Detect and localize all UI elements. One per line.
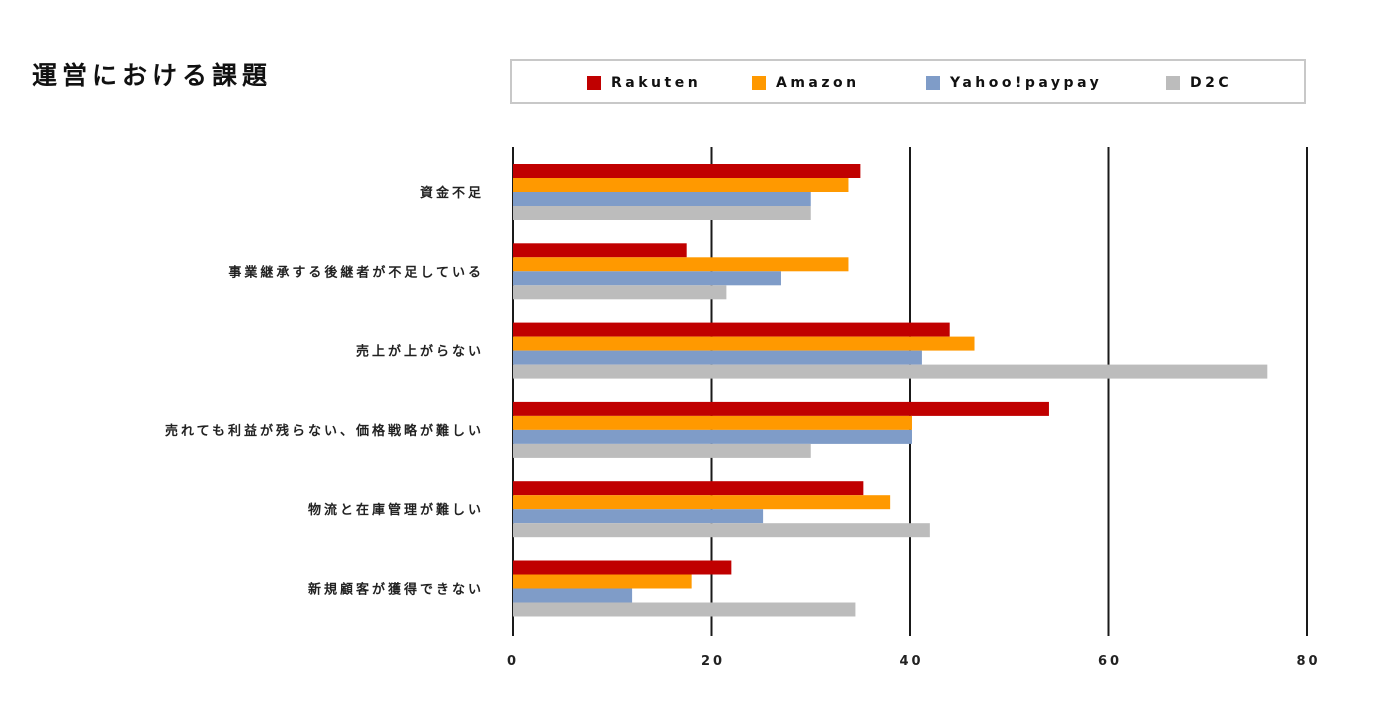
category-label: 売れても利益が残らない、価格戦略が難しい	[165, 423, 484, 439]
bar-d2c-4	[513, 443, 811, 458]
bar-rakuten-6	[513, 560, 732, 575]
category-label: 売上が上がらない	[356, 344, 484, 360]
bar-rakuten-3	[513, 322, 950, 337]
page-title: 運営における課題	[32, 61, 273, 90]
bar-yahoo-paypay-3	[513, 350, 922, 365]
bar-d2c-2	[513, 285, 727, 300]
x-tick-label: 0	[507, 654, 519, 669]
legend-swatch-rakuten	[587, 76, 601, 90]
bar-rakuten-1	[513, 164, 861, 178]
legend-label: Amazon	[776, 75, 860, 91]
x-tick-label: 80	[1296, 654, 1320, 669]
legend-swatch-d2c	[1166, 76, 1180, 90]
bar-d2c-5	[513, 523, 930, 538]
bar-rakuten-2	[513, 243, 687, 258]
legend-swatch-yahoo	[926, 76, 940, 90]
bar-amazon-4	[513, 415, 912, 430]
category-label: 事業継承する後継者が不足している	[228, 264, 484, 280]
bar-amazon-1	[513, 178, 849, 192]
legend-label: D2C	[1190, 75, 1233, 91]
bar-amazon-2	[513, 257, 849, 272]
bar-rakuten-5	[513, 481, 864, 496]
legend-label: Yahoo!paypay	[950, 75, 1103, 91]
legend-item-d2c: D2C	[1166, 75, 1232, 91]
legend-label: Rakuten	[611, 75, 702, 91]
x-axis-ticks: 0 20 40 60 80	[507, 654, 1320, 669]
legend: Rakuten Amazon Yahoo!paypay D2C	[510, 59, 1306, 104]
bar-amazon-3	[513, 336, 975, 351]
legend-item-yahoo: Yahoo!paypay	[926, 75, 1102, 91]
bar-d2c-6	[513, 602, 856, 617]
x-tick-label: 40	[899, 654, 923, 669]
bar-d2c-3	[513, 364, 1268, 379]
x-tick-label: 20	[701, 654, 725, 669]
bar-yahoo-paypay-2	[513, 271, 781, 286]
category-label: 新規顧客が獲得できない	[308, 582, 484, 598]
x-tick-label: 60	[1098, 654, 1122, 669]
bar-d2c-1	[513, 206, 811, 220]
bar-amazon-6	[513, 574, 692, 589]
bar-amazon-5	[513, 495, 891, 510]
bar-yahoo-paypay-1	[513, 192, 811, 206]
legend-swatch-amazon	[752, 76, 766, 90]
legend-item-amazon: Amazon	[752, 75, 860, 91]
grid-lines	[512, 147, 1308, 636]
category-labels: 資金不足事業継承する後継者が不足している売上が上がらない売れても利益が残らない、…	[165, 185, 484, 598]
bar-yahoo-paypay-6	[513, 588, 633, 603]
bar-yahoo-paypay-4	[513, 429, 912, 444]
bars	[513, 164, 1268, 617]
category-label: 資金不足	[420, 185, 484, 201]
bar-yahoo-paypay-5	[513, 509, 764, 524]
bar-rakuten-4	[513, 401, 1049, 416]
category-label: 物流と在庫管理が難しい	[308, 502, 484, 518]
legend-item-rakuten: Rakuten	[587, 75, 701, 91]
